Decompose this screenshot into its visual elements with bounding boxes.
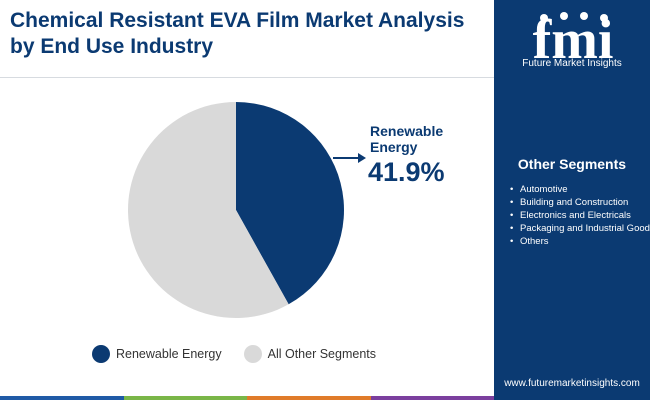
legend-item-renewable-energy: Renewable Energy bbox=[92, 345, 222, 363]
legend-item-all-other-segments: All Other Segments bbox=[243, 345, 377, 363]
brand-name: Future Market Insights bbox=[522, 58, 622, 69]
logo-dot-icon bbox=[540, 14, 548, 22]
chart-legend: Renewable Energy All Other Segments bbox=[92, 343, 398, 365]
sidebar: fmi Future Market Insights Other Segment… bbox=[494, 0, 650, 400]
pie-chart-svg bbox=[127, 102, 366, 318]
fmi-logo: fmi bbox=[533, 9, 614, 68]
segment-item: Electronics and Electricals bbox=[510, 210, 650, 222]
stripe-segment-green bbox=[123, 396, 247, 400]
logo-dot-icon bbox=[560, 12, 568, 20]
pie-chart bbox=[0, 80, 494, 330]
callout-arrow-head bbox=[358, 153, 366, 163]
logo-dot-icon bbox=[600, 14, 608, 22]
footer-color-stripe bbox=[0, 396, 494, 400]
pie-slice-renewable-energy bbox=[236, 102, 344, 305]
legend-label-renewable-energy: Renewable Energy bbox=[116, 347, 222, 361]
segment-item: Packaging and Industrial Goods bbox=[510, 223, 650, 235]
legend-swatch-renewable-energy bbox=[92, 345, 110, 363]
callout-value: 41.9% bbox=[368, 157, 445, 187]
title-divider bbox=[0, 77, 494, 78]
page-title: Chemical Resistant EVA Film Market Analy… bbox=[10, 9, 465, 58]
stripe-segment-orange bbox=[247, 396, 371, 400]
callout-label: Renewable Energy bbox=[370, 123, 444, 155]
website-link[interactable]: www.futuremarketinsights.com bbox=[504, 378, 640, 389]
segment-item: Others bbox=[510, 236, 650, 248]
stripe-segment-blue bbox=[0, 396, 124, 400]
other-segments-list: Automotive Building and Construction Ele… bbox=[508, 184, 650, 249]
legend-label-all-other-segments: All Other Segments bbox=[267, 347, 377, 361]
other-segments-heading: Other Segments bbox=[517, 156, 627, 172]
stripe-segment-purple bbox=[370, 396, 494, 400]
pie-slice-all-other-segments bbox=[127, 102, 289, 318]
logo-dot-icon bbox=[580, 12, 588, 20]
segment-item: Building and Construction bbox=[510, 197, 650, 209]
legend-swatch-all-other-segments bbox=[243, 345, 262, 363]
segment-item: Automotive bbox=[510, 184, 650, 196]
